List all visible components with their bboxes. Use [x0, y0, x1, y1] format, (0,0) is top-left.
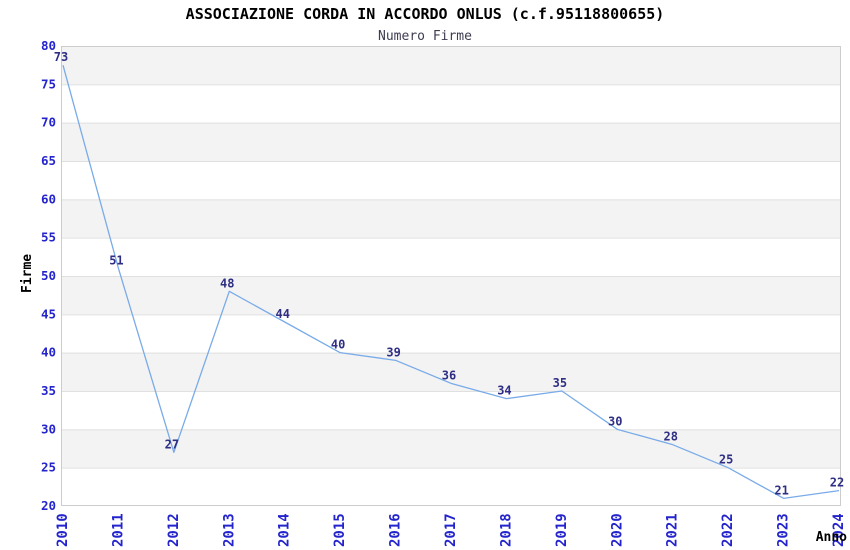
svg-text:70: 70: [41, 115, 56, 130]
svg-text:2014: 2014: [277, 513, 293, 547]
data-line: [62, 64, 840, 499]
svg-text:2010: 2010: [55, 513, 71, 547]
svg-text:34: 34: [497, 384, 511, 398]
svg-text:45: 45: [41, 306, 56, 321]
svg-text:2019: 2019: [554, 513, 570, 547]
chart-title: ASSOCIAZIONE CORDA IN ACCORDO ONLUS (c.f…: [185, 5, 665, 23]
y-axis-label: Firme: [20, 254, 35, 293]
svg-text:2017: 2017: [443, 513, 459, 547]
x-axis-label: Anno: [816, 530, 847, 545]
svg-text:30: 30: [41, 421, 56, 436]
svg-text:2022: 2022: [720, 513, 736, 547]
grid-bands: [61, 46, 841, 468]
svg-text:40: 40: [331, 338, 345, 352]
svg-text:48: 48: [220, 276, 234, 290]
svg-text:2021: 2021: [665, 513, 681, 547]
y-tick-labels: 20 25 30 35 40 45 50 55 60 65 70 75 80: [41, 38, 56, 513]
svg-text:2016: 2016: [388, 513, 404, 547]
svg-text:65: 65: [41, 153, 56, 168]
data-point-labels: 73 51 27 48 44 40 39 36 34 35 30 28 25 21 22: [54, 50, 844, 497]
chart-subtitle: Numero Firme: [378, 29, 472, 44]
svg-text:2012: 2012: [166, 513, 182, 547]
svg-text:55: 55: [41, 230, 56, 245]
svg-text:28: 28: [663, 430, 677, 444]
svg-text:20: 20: [41, 498, 56, 513]
svg-text:39: 39: [386, 345, 400, 359]
svg-text:2023: 2023: [776, 513, 792, 547]
svg-text:60: 60: [41, 191, 56, 206]
plot-border: [61, 46, 841, 506]
svg-text:75: 75: [41, 76, 56, 91]
svg-text:35: 35: [41, 383, 56, 398]
svg-text:21: 21: [774, 483, 788, 497]
svg-text:36: 36: [442, 368, 456, 382]
svg-text:25: 25: [719, 453, 733, 467]
svg-text:30: 30: [608, 414, 622, 428]
svg-text:44: 44: [275, 307, 289, 321]
svg-text:80: 80: [41, 38, 56, 53]
svg-text:27: 27: [165, 437, 179, 451]
svg-text:2020: 2020: [609, 513, 625, 547]
svg-text:40: 40: [41, 345, 56, 360]
svg-text:2013: 2013: [221, 513, 237, 547]
svg-text:35: 35: [553, 376, 567, 390]
svg-text:2024: 2024: [831, 513, 847, 547]
svg-text:25: 25: [41, 460, 56, 475]
svg-text:73: 73: [54, 50, 68, 64]
grid-lines: [61, 84, 841, 469]
svg-text:22: 22: [830, 476, 844, 490]
x-tick-labels: 2010 2011 2012 2013 2014 2015 2016 2017 2018 2019…: [55, 513, 847, 547]
svg-text:2011: 2011: [110, 513, 126, 547]
svg-text:50: 50: [41, 268, 56, 283]
svg-text:2018: 2018: [498, 513, 514, 547]
svg-text:2015: 2015: [332, 513, 348, 547]
svg-text:51: 51: [109, 253, 123, 267]
